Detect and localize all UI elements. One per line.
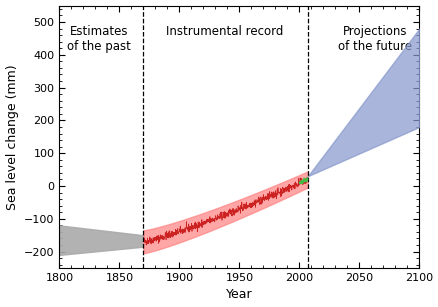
Text: Estimates
of the past: Estimates of the past [67,25,131,53]
Text: Instrumental record: Instrumental record [166,25,283,38]
X-axis label: Year: Year [226,289,252,301]
Y-axis label: Sea level change (mm): Sea level change (mm) [6,64,18,210]
Text: Projections
of the future: Projections of the future [337,25,411,53]
